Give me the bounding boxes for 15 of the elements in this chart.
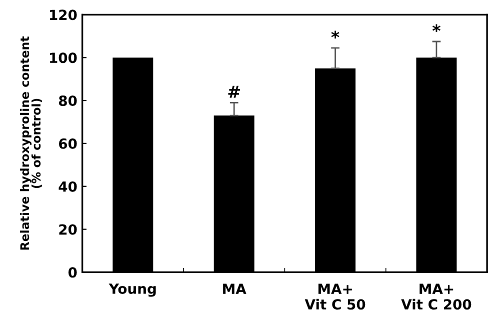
y-tick-label: 20	[59, 224, 77, 235]
y-tick-label: 60	[58, 138, 77, 149]
y-tick-label: 0	[68, 267, 77, 278]
x-tick-label: MA	[223, 284, 246, 294]
annotation: #	[228, 86, 240, 98]
annotation: *	[331, 30, 340, 38]
y-tick-label: 80	[58, 95, 77, 106]
y-tick-label: 120	[50, 10, 77, 20]
y-tick-label: 100	[50, 52, 77, 64]
y-axis-title: Relative hydroxyproline content (% of control)	[20, 36, 42, 250]
x-tick-label: MA+ Vit C 200	[401, 284, 472, 310]
x-tick-label: MA+ Vit C 50	[304, 284, 366, 310]
y-tick-label: 40	[58, 181, 77, 192]
x-tick-label: Young	[108, 284, 156, 297]
annotation: *	[432, 24, 440, 32]
